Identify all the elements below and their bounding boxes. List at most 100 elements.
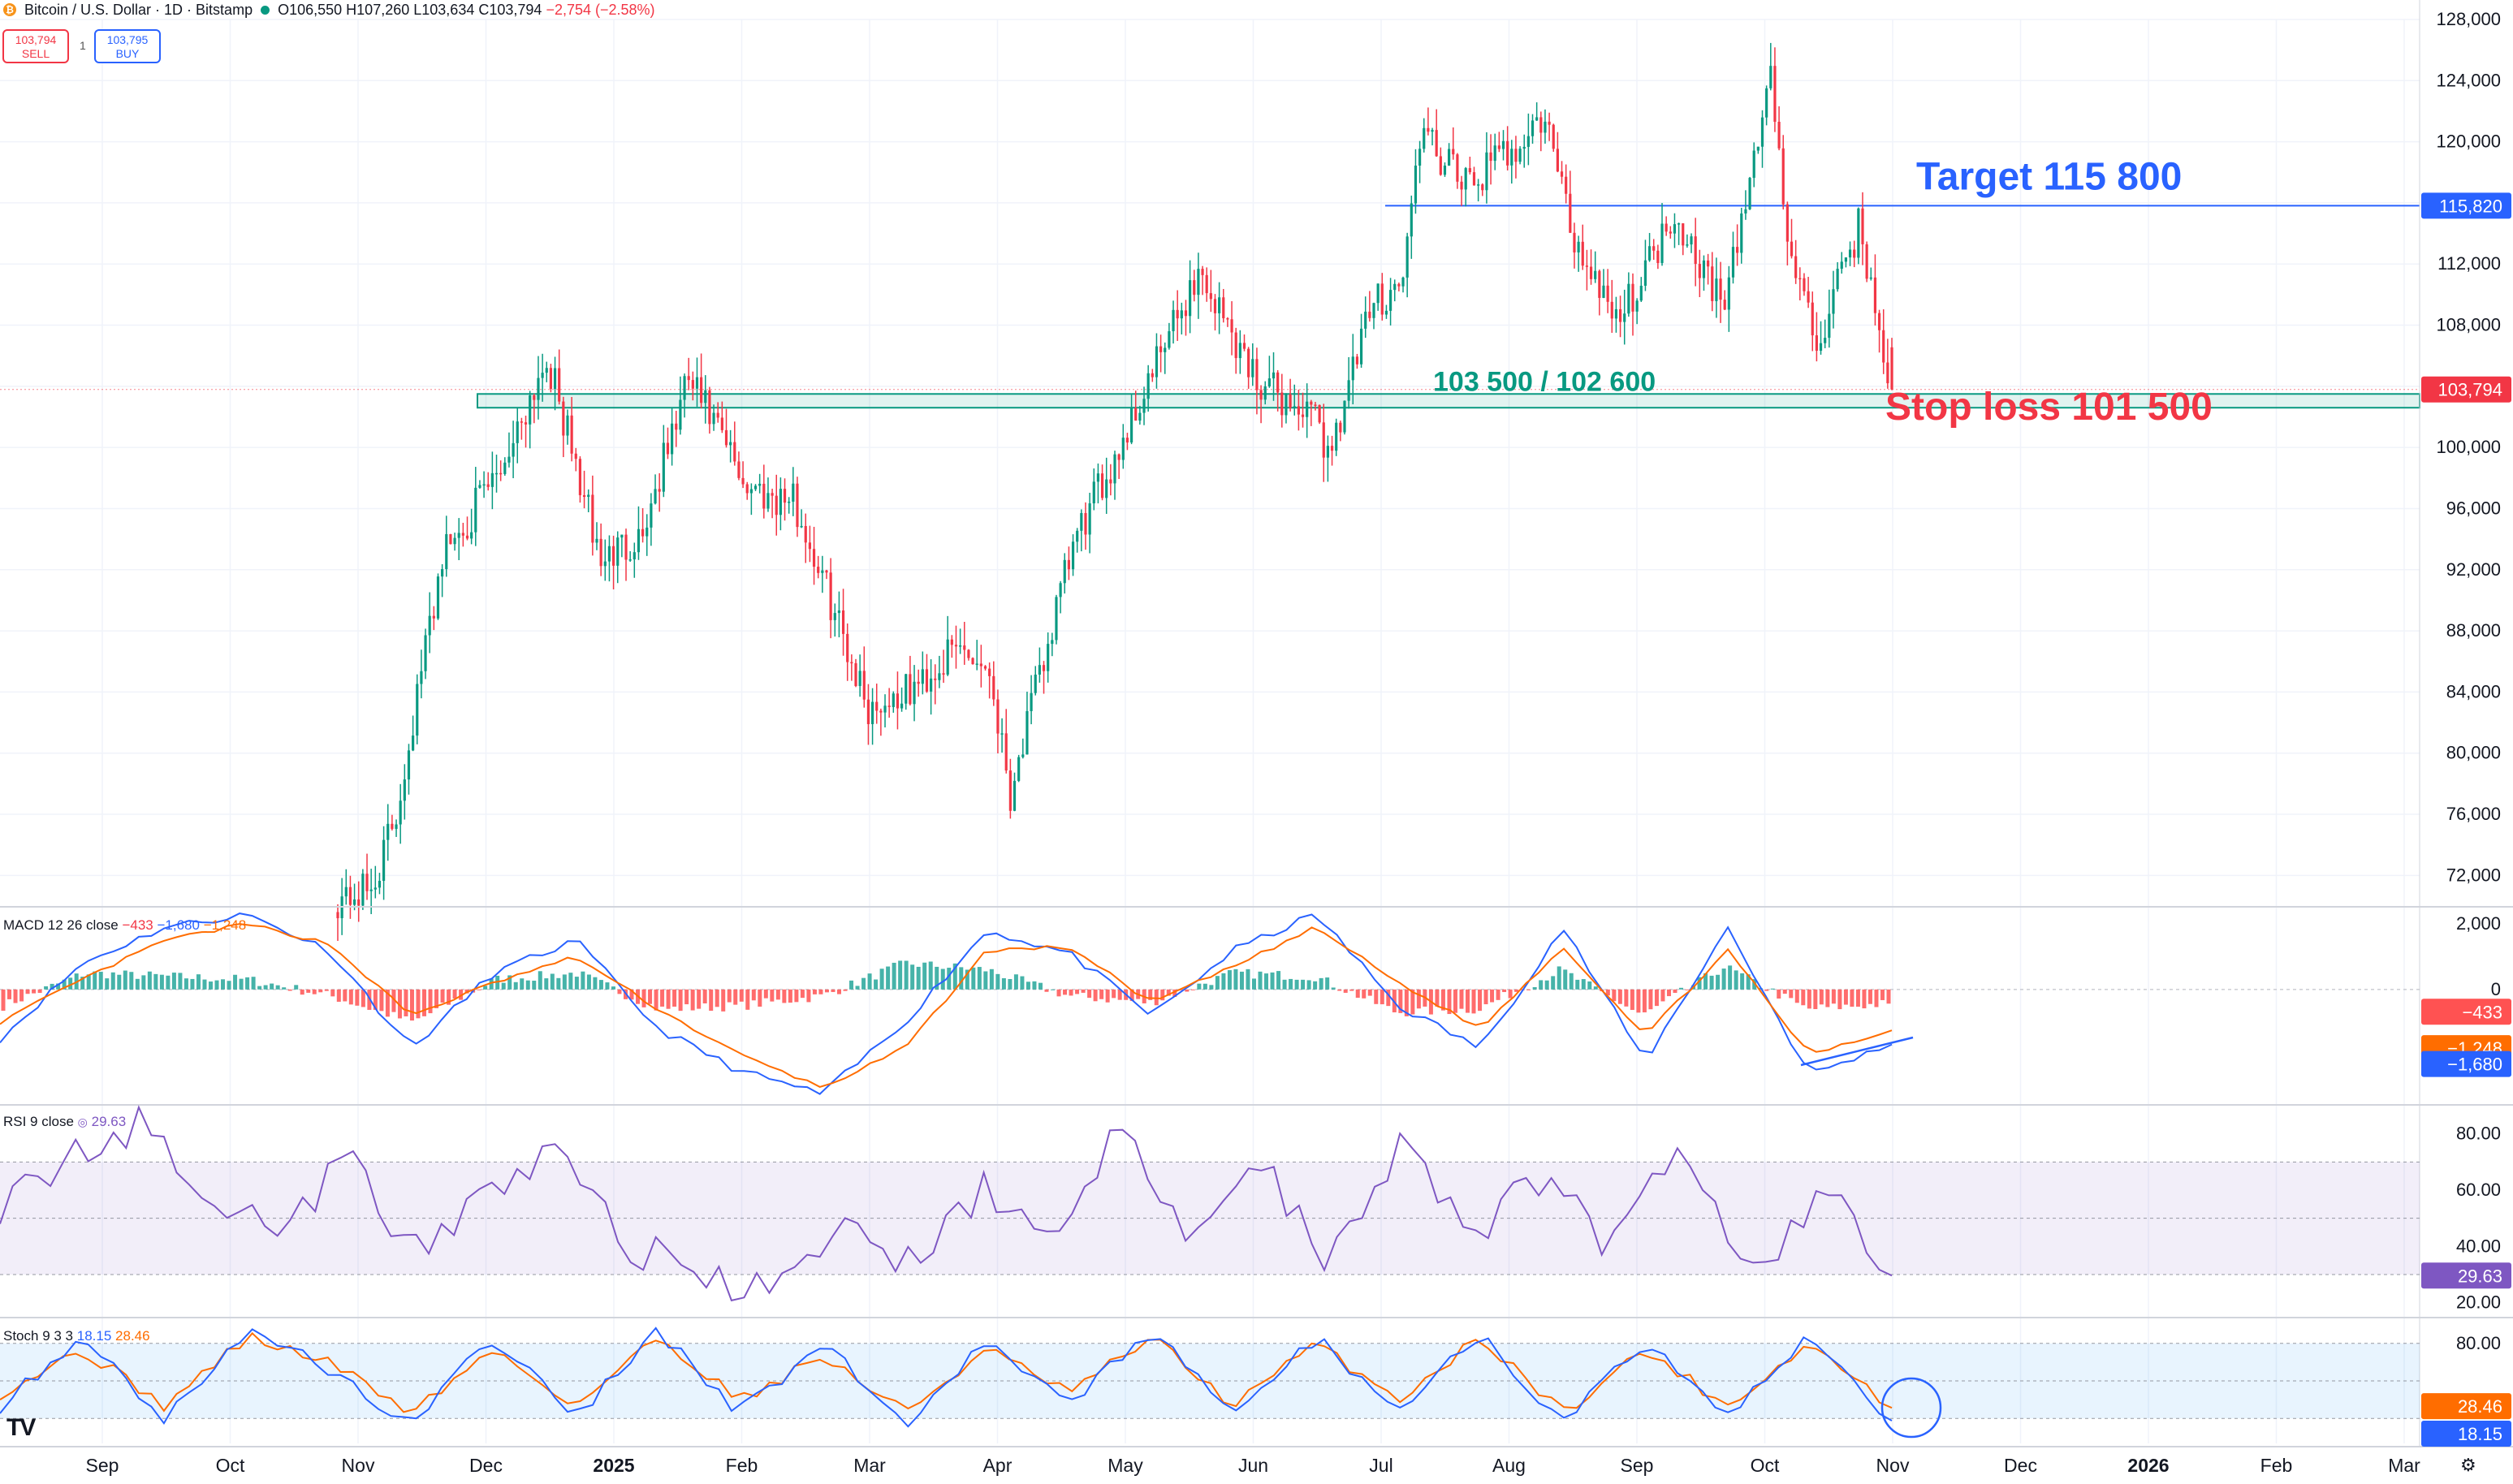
macd-histogram-bar: [1233, 968, 1238, 990]
macd-histogram-bar: [995, 973, 1000, 990]
macd-histogram-bar: [959, 967, 964, 990]
candle-body: [967, 649, 970, 658]
candle-body: [1109, 479, 1112, 484]
macd-histogram-bar: [715, 989, 719, 1007]
macd-histogram-bar: [1660, 989, 1665, 1002]
candle-body: [1280, 392, 1284, 416]
candle-body: [1623, 313, 1626, 322]
candle-body: [1828, 313, 1831, 339]
buy-button[interactable]: 103,795 BUY: [94, 29, 161, 63]
macd-histogram-bar: [1764, 989, 1769, 991]
macd-histogram-bar: [1294, 979, 1299, 990]
candle-body: [783, 489, 787, 503]
candle-body: [1556, 149, 1559, 172]
candle-body: [1877, 313, 1881, 330]
macd-histogram-bar: [1258, 971, 1263, 990]
zone-annotation: 103 500 / 102 600: [1433, 366, 1656, 397]
candle-body: [490, 472, 494, 487]
symbol-title[interactable]: Bitcoin / U.S. Dollar · 1D · Bitstamp: [24, 1, 253, 18]
candle-body: [662, 442, 665, 492]
candle-body: [1773, 66, 1777, 122]
candle-body: [591, 494, 594, 543]
macd-histogram-bar: [507, 975, 512, 990]
candle-body: [1702, 260, 1706, 278]
candle-body: [1760, 117, 1764, 147]
candle-body: [587, 494, 590, 498]
macd-histogram-bar: [1471, 989, 1476, 1014]
candle-body: [1606, 285, 1609, 302]
macd-histogram-bar: [202, 979, 207, 990]
candle-body: [1665, 223, 1668, 232]
macd-histogram-bar: [855, 986, 860, 990]
candle-body: [963, 645, 966, 650]
candle-body: [1731, 247, 1735, 278]
candle-body: [1263, 386, 1267, 400]
tradingview-logo-icon[interactable]: TV: [6, 1414, 36, 1441]
macd-histogram-bar: [98, 972, 103, 990]
macd-histogram-bar: [93, 971, 97, 990]
candle-body: [979, 663, 982, 667]
rsi-tick-label: 40.00: [2456, 1236, 2501, 1256]
stoch-k-line: [0, 1327, 1893, 1428]
macd-histogram-bar: [44, 986, 49, 990]
macd-histogram-bar: [32, 989, 37, 994]
macd-histogram-bar: [80, 977, 85, 990]
time-tick-label: Oct: [1751, 1455, 1780, 1476]
macd-tick-label: 2,000: [2456, 913, 2501, 934]
macd-histogram-bar: [648, 989, 653, 1004]
macd-histogram-bar: [532, 981, 537, 990]
candle-body: [687, 376, 690, 381]
macd-histogram-bar: [690, 989, 695, 1011]
candle-body: [578, 459, 582, 495]
sell-button[interactable]: 103,794 SELL: [2, 29, 69, 63]
candle-body: [474, 487, 477, 533]
macd-histogram-bar: [1331, 987, 1336, 990]
macd-histogram-bar: [330, 989, 335, 997]
buy-price: 103,795: [106, 33, 149, 46]
time-tick-label: Feb: [2260, 1455, 2293, 1476]
macd-histogram-bar: [1837, 989, 1842, 1010]
candle-body: [1051, 640, 1054, 645]
candle-body: [733, 442, 736, 462]
macd-histogram-bar: [709, 989, 714, 1012]
macd-legend[interactable]: MACD 12 26 close −433 −1,680 −1,248: [3, 917, 246, 934]
candle-body: [1230, 319, 1233, 333]
macd-histogram-bar: [184, 978, 188, 990]
candle-body: [503, 462, 507, 474]
macd-histogram-bar: [123, 970, 127, 990]
candle-body: [1226, 318, 1229, 320]
candle-body: [1008, 770, 1012, 811]
rsi-legend[interactable]: RSI 9 close ◎ 29.63: [3, 1114, 126, 1130]
macd-histogram-bar: [1789, 989, 1794, 999]
macd-histogram-bar: [886, 966, 891, 990]
candle-body: [833, 613, 836, 620]
candle-body: [679, 399, 682, 430]
candle-body: [771, 493, 774, 496]
candle-body: [1134, 408, 1138, 421]
candle-body: [792, 483, 795, 502]
macd-histogram-bar: [1483, 989, 1488, 1005]
macd-histogram-bar: [788, 989, 792, 1003]
candle-body: [633, 552, 636, 560]
candle-body: [1614, 308, 1618, 319]
macd-histogram-bar: [1001, 977, 1006, 990]
candle-body: [1594, 270, 1597, 279]
gear-icon[interactable]: ⚙: [2460, 1455, 2476, 1475]
candle-body: [917, 681, 920, 684]
macd-histogram-bar: [306, 989, 311, 993]
macd-histogram-bar: [544, 978, 549, 990]
time-tick-label: 2025: [593, 1455, 634, 1476]
macd-histogram-bar: [56, 983, 61, 990]
candle-body: [1890, 347, 1893, 390]
rsi-tick-label: 80.00: [2456, 1124, 2501, 1144]
candle-body: [1690, 236, 1693, 245]
macd-histogram-bar: [1721, 968, 1726, 990]
candle-body: [1477, 184, 1480, 186]
stoch-legend[interactable]: Stoch 9 3 3 18.15 28.46: [3, 1328, 150, 1344]
time-axis[interactable]: Sep Oct Nov Dec 2025 Feb Mar Apr May Jun Jul Aug Sep…: [86, 1455, 2421, 1476]
candle-body: [1405, 236, 1409, 278]
macd-histogram-bar: [1154, 989, 1159, 1006]
macd-tick-label: 0: [2491, 979, 2501, 999]
time-tick-label: Feb: [726, 1455, 758, 1476]
